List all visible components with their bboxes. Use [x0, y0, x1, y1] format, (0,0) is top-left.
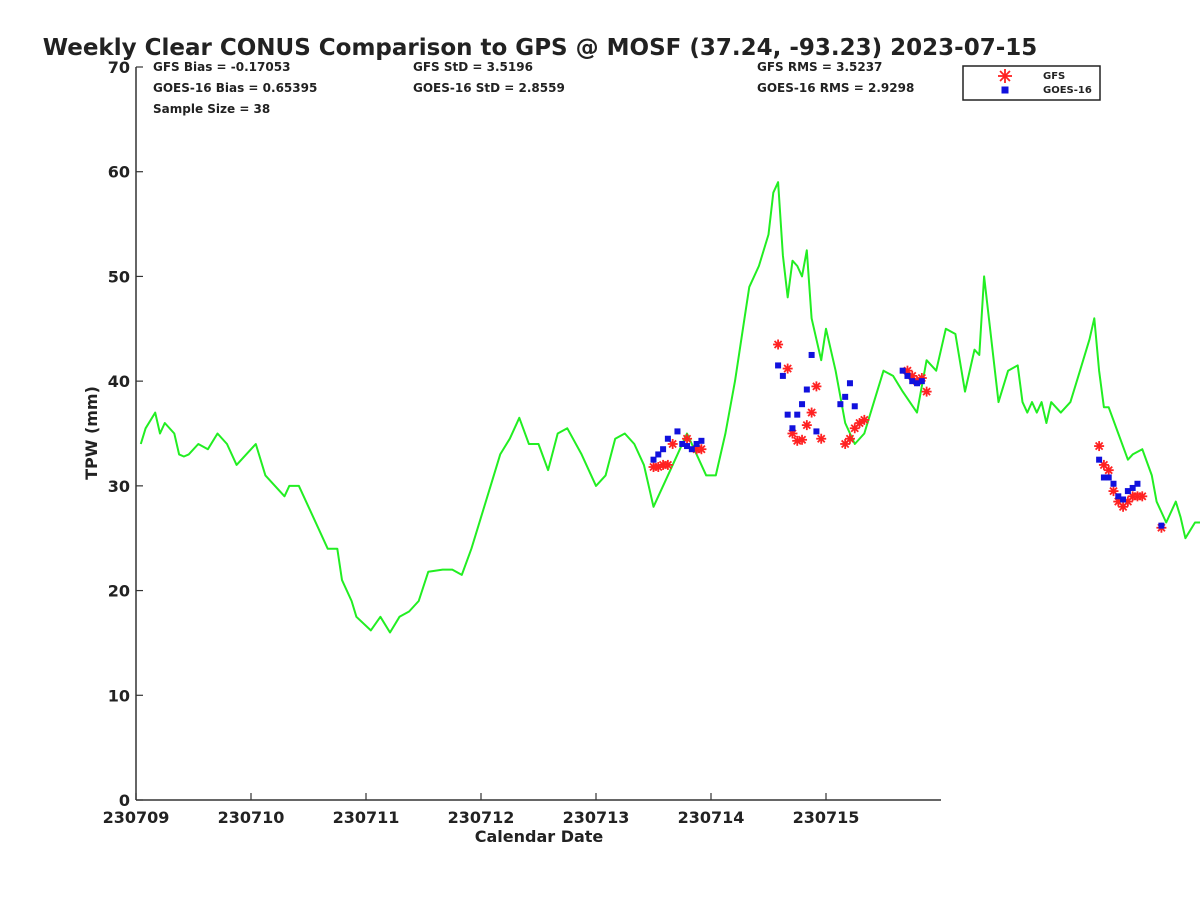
goes16-point — [1134, 480, 1141, 487]
goes16-point — [1100, 474, 1107, 481]
goes16-point — [688, 446, 695, 453]
y-tick-label: 40 — [108, 372, 130, 391]
goes-bias-stat: GOES-16 Bias = 0.65395 — [153, 81, 317, 95]
gfs-point — [816, 433, 827, 444]
x-axis-label: Calendar Date — [475, 827, 604, 846]
legend-box — [962, 65, 1101, 101]
goes16-point — [660, 446, 667, 453]
x-tick-label: 230714 — [678, 808, 745, 827]
gfs-point — [921, 386, 932, 397]
goes16-point — [1110, 480, 1117, 487]
y-axis-label: TPW (mm) — [82, 386, 101, 480]
x-tick-label: 230713 — [563, 808, 630, 827]
gfs-point — [1118, 501, 1129, 512]
y-tick-label: 30 — [108, 477, 130, 496]
gfs-std-stat: GFS StD = 3.5196 — [413, 60, 533, 74]
goes16-point — [650, 456, 657, 463]
goes16-point — [674, 428, 681, 435]
x-tick-label: 230715 — [793, 808, 860, 827]
goes16-point — [1115, 493, 1122, 500]
plot-area — [139, 181, 1200, 634]
legend-gfs-marker — [998, 69, 1012, 83]
y-tick-label: 0 — [119, 791, 130, 810]
gfs-points — [648, 339, 1167, 533]
legend-goes-label: GOES-16 — [1043, 85, 1092, 96]
gfs-point — [801, 420, 812, 431]
goes16-point — [664, 435, 671, 442]
goes16-points — [650, 351, 1165, 529]
goes16-point — [899, 367, 906, 374]
goes16-point — [1105, 474, 1112, 481]
goes16-point — [803, 386, 810, 393]
goes16-point — [684, 443, 691, 450]
y-tick-label: 10 — [108, 686, 130, 705]
goes16-point — [779, 372, 786, 379]
x-tick-label: 230711 — [333, 808, 400, 827]
legend-gfs-asterisk — [998, 69, 1012, 83]
goes16-point — [851, 403, 858, 410]
gfs-point — [844, 433, 855, 444]
y-tick-label: 60 — [108, 163, 130, 182]
goes16-point — [813, 428, 820, 435]
goes16-point — [775, 362, 782, 369]
goes-rms-stat: GOES-16 RMS = 2.9298 — [757, 81, 914, 95]
goes16-point — [693, 440, 700, 447]
goes16-point — [1158, 522, 1165, 529]
goes16-point — [799, 401, 806, 408]
goes16-point — [909, 378, 916, 385]
gfs-point — [773, 339, 784, 350]
stats-annotations: GFS Bias = -0.17053 GOES-16 Bias = 0.653… — [153, 60, 914, 116]
y-tick-label: 50 — [108, 267, 130, 286]
gfs-point — [667, 438, 678, 449]
goes16-point — [904, 372, 911, 379]
goes16-point — [679, 440, 686, 447]
goes16-point — [784, 411, 791, 418]
goes16-point — [918, 378, 925, 385]
gfs-point — [782, 363, 793, 374]
legend-goes-square — [1001, 86, 1009, 94]
gfs-point — [806, 407, 817, 418]
gps-series-line — [139, 181, 1200, 634]
goes-std-stat: GOES-16 StD = 2.8559 — [413, 81, 565, 95]
goes16-point — [789, 425, 796, 432]
gfs-point — [797, 434, 808, 445]
y-tick-label: 70 — [108, 58, 130, 77]
goes16-point — [655, 451, 662, 458]
gfs-point — [1094, 441, 1105, 452]
x-tick-label: 230712 — [448, 808, 515, 827]
goes16-point — [808, 351, 815, 358]
gfs-rms-stat: GFS RMS = 3.5237 — [757, 60, 882, 74]
goes16-point — [1124, 488, 1131, 495]
gfs-point — [1103, 465, 1114, 476]
goes16-point — [794, 411, 801, 418]
y-tick-label: 20 — [108, 582, 130, 601]
gfs-bias-stat: GFS Bias = -0.17053 — [153, 60, 290, 74]
gfs-point — [859, 414, 870, 425]
goes16-point — [914, 380, 921, 387]
x-tick-label: 230710 — [218, 808, 285, 827]
gfs-point — [811, 381, 822, 392]
goes16-point — [1129, 484, 1136, 491]
x-axis-ticks: 230709 230710 230711 230712 230713 230714 2307… — [103, 793, 860, 827]
legend-goes-marker — [1001, 86, 1009, 94]
goes16-point — [846, 380, 853, 387]
y-axis-ticks: 0 10 20 30 40 50 60 70 — [108, 58, 143, 810]
sample-size-stat: Sample Size = 38 — [153, 102, 270, 116]
goes16-point — [1096, 456, 1103, 463]
legend-gfs-label: GFS — [1043, 71, 1065, 82]
legend: GFS GOES-16 — [962, 65, 1101, 101]
x-tick-label: 230709 — [103, 808, 170, 827]
goes16-point — [842, 393, 849, 400]
goes16-point — [698, 437, 705, 444]
goes16-point — [1120, 496, 1127, 503]
chart-title: Weekly Clear CONUS Comparison to GPS @ M… — [43, 35, 1038, 61]
gfs-point — [1137, 491, 1148, 502]
gfs-point — [662, 459, 673, 470]
goes16-point — [837, 401, 844, 408]
